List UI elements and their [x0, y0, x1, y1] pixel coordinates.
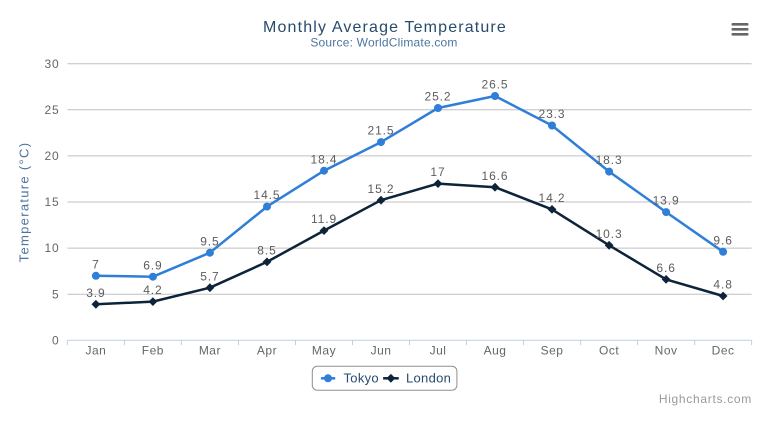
svg-text:6.6: 6.6	[656, 261, 675, 275]
svg-text:9.6: 9.6	[713, 233, 732, 247]
svg-text:23.3: 23.3	[539, 107, 566, 121]
svg-text:26.5: 26.5	[482, 78, 509, 92]
svg-text:7: 7	[92, 257, 100, 271]
svg-text:6.9: 6.9	[143, 258, 162, 272]
svg-text:10.3: 10.3	[596, 227, 623, 241]
svg-text:Source: WorldClimate.com: Source: WorldClimate.com	[310, 35, 457, 49]
svg-text:Nov: Nov	[655, 344, 678, 358]
svg-text:Dec: Dec	[712, 344, 735, 358]
svg-text:Apr: Apr	[257, 344, 277, 358]
svg-text:Monthly Average Temperature: Monthly Average Temperature	[263, 19, 507, 36]
svg-text:17: 17	[430, 165, 445, 179]
svg-text:Feb: Feb	[142, 344, 164, 358]
svg-text:5.7: 5.7	[200, 269, 219, 283]
svg-text:18.4: 18.4	[311, 152, 338, 166]
svg-text:11.9: 11.9	[311, 212, 337, 226]
svg-text:15: 15	[45, 195, 60, 209]
svg-text:21.5: 21.5	[368, 124, 395, 138]
svg-text:May: May	[312, 344, 336, 358]
svg-text:Sep: Sep	[541, 344, 564, 358]
svg-text:0: 0	[52, 333, 59, 347]
svg-text:Highcharts.com: Highcharts.com	[659, 392, 752, 406]
svg-text:18.3: 18.3	[596, 153, 623, 167]
svg-text:14.2: 14.2	[539, 191, 566, 205]
svg-text:13.9: 13.9	[653, 194, 680, 208]
svg-text:Mar: Mar	[199, 344, 221, 358]
svg-text:8.5: 8.5	[257, 244, 276, 258]
svg-text:20: 20	[45, 149, 60, 163]
svg-text:25.2: 25.2	[425, 90, 452, 104]
svg-text:Tokyo: Tokyo	[344, 371, 379, 386]
svg-text:9.5: 9.5	[200, 234, 219, 248]
svg-text:10: 10	[45, 241, 60, 255]
svg-text:Jun: Jun	[371, 344, 392, 358]
svg-text:5: 5	[52, 287, 59, 301]
svg-text:3.9: 3.9	[86, 286, 105, 300]
svg-text:4.8: 4.8	[713, 278, 732, 292]
svg-text:15.2: 15.2	[368, 182, 395, 196]
svg-text:16.6: 16.6	[482, 169, 509, 183]
svg-text:Aug: Aug	[484, 344, 507, 358]
svg-text:14.5: 14.5	[254, 188, 281, 202]
svg-text:Jul: Jul	[430, 344, 447, 358]
svg-text:Jan: Jan	[85, 344, 106, 358]
svg-text:Temperature (°C): Temperature (°C)	[17, 142, 32, 263]
svg-text:4.2: 4.2	[143, 283, 162, 297]
svg-text:25: 25	[45, 103, 60, 117]
svg-text:London: London	[406, 371, 451, 386]
svg-text:Oct: Oct	[599, 344, 619, 358]
svg-text:30: 30	[45, 57, 60, 71]
